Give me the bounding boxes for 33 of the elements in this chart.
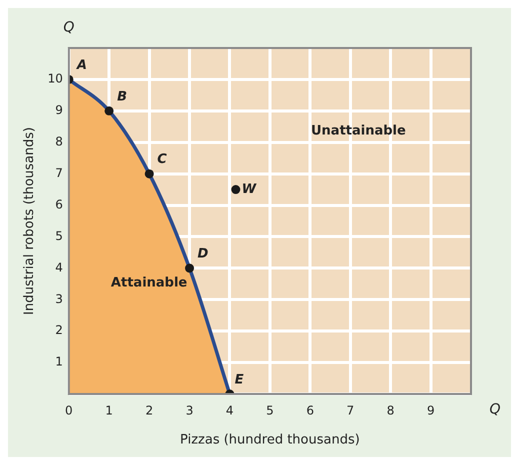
- annotation: Unattainable: [310, 123, 406, 138]
- y-tick-label: 5: [55, 228, 63, 243]
- y-tick-label: 8: [55, 134, 63, 148]
- x-tick-label: 5: [266, 403, 274, 418]
- x-tick-label: 3: [186, 403, 194, 418]
- annotation: Attainable: [110, 276, 188, 291]
- y-tick-label: 2: [55, 323, 63, 338]
- x-tick-label: 4: [226, 403, 234, 418]
- x-tick-label: 0: [65, 403, 73, 418]
- y-tick-label: 9: [55, 103, 63, 118]
- annotation: B: [117, 89, 128, 104]
- y-tick-label: 6: [55, 197, 63, 212]
- point: [231, 185, 240, 194]
- annotation: W: [242, 182, 257, 197]
- annotation: A: [76, 58, 87, 73]
- y-tick-label: 7: [55, 166, 63, 180]
- x-tick-label: 9: [426, 403, 435, 418]
- annotation: C: [157, 152, 168, 168]
- y-axis-title: Industrial robots (thousands): [22, 127, 38, 315]
- x-tick-label: 1: [105, 403, 113, 418]
- y-tick-label: 3: [55, 292, 63, 306]
- annotation: E: [234, 372, 244, 388]
- text: Q: [63, 20, 74, 36]
- y-tick-label: 4: [55, 260, 63, 274]
- x-tick-label: 6: [306, 403, 314, 418]
- x-tick-label: 7: [346, 403, 354, 418]
- y-tick-label: 10: [48, 72, 63, 86]
- y-tick-label: 1: [55, 354, 63, 369]
- x-tick-label: 2: [145, 403, 154, 418]
- text: Q: [489, 402, 501, 418]
- x-tick-label: 8: [386, 403, 394, 418]
- x-axis-title: Pizzas (hundred thousands): [180, 432, 360, 448]
- annotation: D: [198, 246, 209, 262]
